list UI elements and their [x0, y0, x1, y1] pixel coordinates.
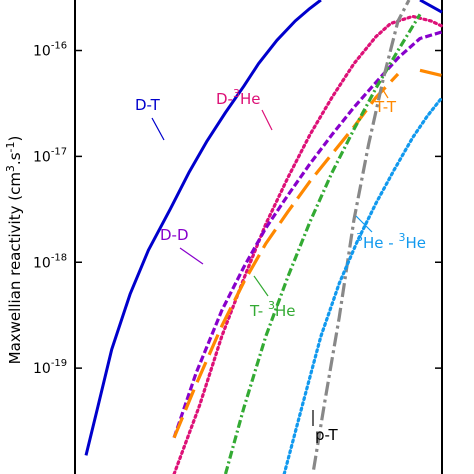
y-tick-label: 10-16	[33, 41, 67, 60]
series-labels: D-T D-3He D-D T-T T- 3He p-T 3He - 3He	[135, 87, 426, 444]
y-axis-label: Maxwellian reactivity (cm3.s-1)	[4, 136, 24, 365]
series-line-t-t-tail	[419, 68, 443, 78]
label-leader	[382, 89, 389, 99]
series-lines	[84, 0, 444, 474]
series-label: D-T	[135, 96, 161, 114]
series-line-d-t	[84, 0, 322, 456]
series-label: D-D	[160, 226, 189, 244]
series-label: p-T	[315, 426, 339, 444]
label-leader	[355, 215, 373, 233]
label-leader	[253, 275, 269, 297]
series-line-d-3he	[172, 14, 444, 474]
y-tick-label: 10-19	[33, 358, 67, 377]
series-label: T- 3He	[249, 299, 295, 320]
label-leader	[151, 117, 165, 141]
series-line-d-t-tail	[419, 0, 443, 14]
y-ticks: 10-16 10-17 10-18 10-19	[33, 41, 442, 377]
series-label: 3He - 3He	[356, 231, 426, 252]
series-label: D-3He	[216, 87, 260, 108]
series-line-p-t	[312, 0, 411, 470]
series-line-d-d	[172, 30, 443, 439]
series-line-3he-3he	[282, 95, 444, 474]
label-leader	[261, 109, 273, 131]
series-label: T-T	[374, 98, 397, 116]
y-tick-label: 10-17	[33, 146, 67, 165]
y-tick-label: 10-18	[33, 252, 67, 271]
plot-frame	[74, 0, 443, 474]
label-leader	[179, 247, 204, 265]
series-line-t-t	[172, 72, 400, 439]
